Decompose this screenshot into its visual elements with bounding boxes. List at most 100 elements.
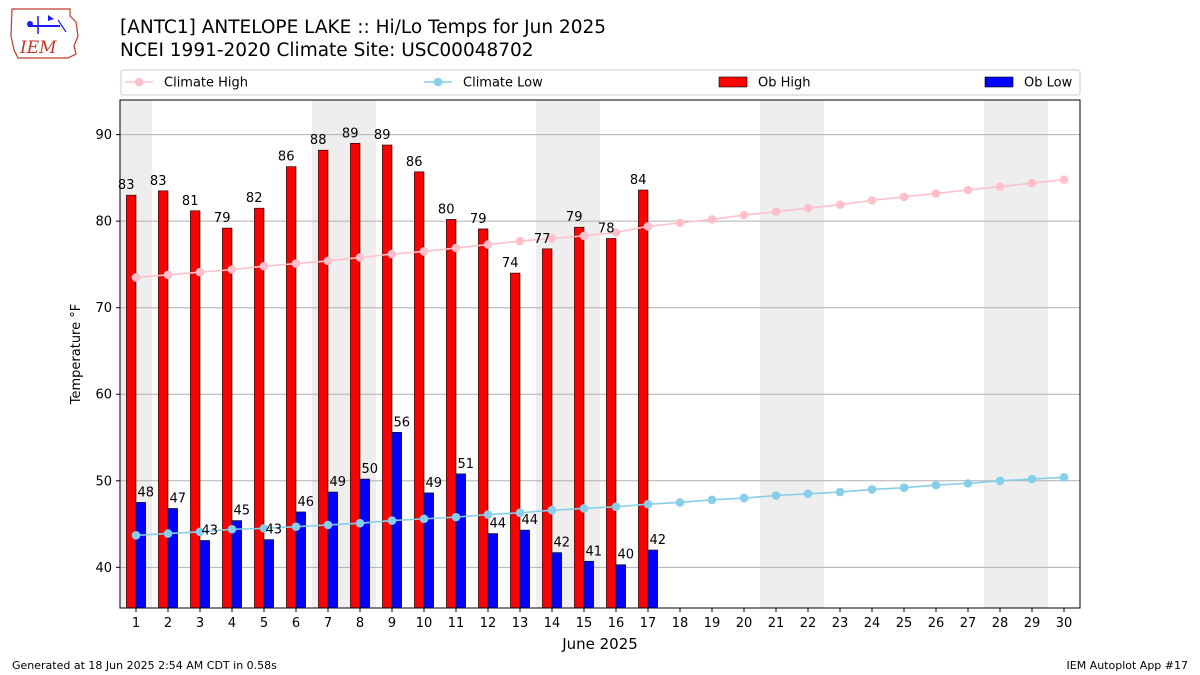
climate-low-point-25 (899, 483, 909, 493)
x-tick-label-16: 16 (608, 616, 625, 631)
x-tick-label-9: 9 (388, 616, 396, 631)
ob-low-label-7: 49 (330, 475, 347, 490)
ob-low-bar-3 (199, 540, 210, 609)
ob-high-label-14: 77 (534, 232, 551, 247)
climate-high-point-16 (611, 228, 621, 237)
climate-high-point-27 (963, 185, 973, 195)
ob-high-label-6: 86 (278, 150, 295, 165)
ob-high-bar-10 (414, 171, 425, 609)
ob-high-bar-11 (446, 219, 457, 609)
ob-high-bar-13 (510, 272, 521, 609)
ob-low-label-1: 48 (138, 485, 155, 500)
ob-low-label-5: 43 (266, 523, 283, 538)
legend-ob-low-swatch (984, 76, 1014, 88)
x-tick-label-30: 30 (1056, 616, 1073, 631)
x-tick-label-17: 17 (640, 616, 657, 631)
ob-low-bar-7 (327, 491, 338, 609)
ob-low-bar-10 (423, 492, 434, 609)
ob-low-bar-14 (551, 552, 562, 609)
climate-high-point-21 (771, 207, 781, 216)
climate-low-point-23 (835, 487, 845, 497)
climate-high-point-5 (259, 261, 269, 271)
x-tick-label-19: 19 (704, 616, 721, 631)
climate-low-point-20 (739, 493, 749, 503)
climate-low-point-16 (611, 502, 621, 512)
ob-high-label-2: 83 (150, 174, 167, 189)
ob-high-bar-9 (382, 144, 393, 609)
ob-high-bar-2 (158, 190, 169, 609)
ob-high-bar-15 (574, 226, 585, 609)
ob-low-bar-13 (519, 529, 530, 609)
observed-bars (126, 142, 658, 609)
climate-low-point-24 (867, 485, 877, 494)
ob-low-label-12: 44 (490, 517, 507, 532)
ob-low-bar-8 (359, 478, 370, 609)
chart-title: [ANTC1] ANTELOPE LAKE :: Hi/Lo Temps for… (120, 17, 607, 38)
legend-climate-low-label: Climate Low (463, 76, 543, 91)
climate-low-point-9 (387, 516, 397, 525)
ob-high-label-12: 79 (470, 212, 487, 227)
weekend-band-3 (760, 100, 824, 608)
ob-high-bar-17 (638, 189, 649, 609)
y-tick-label-80: 80 (95, 215, 112, 230)
ob-high-label-7: 88 (310, 133, 327, 148)
x-tick-label-20: 20 (736, 616, 753, 631)
climate-low-point-6 (291, 522, 301, 531)
ob-high-bar-7 (318, 149, 329, 609)
ob-low-bar-16 (615, 564, 626, 609)
x-tick-label-7: 7 (324, 616, 332, 631)
ob-high-bar-1 (126, 194, 137, 609)
climate-high-point-2 (163, 270, 173, 280)
weekend-band-4 (984, 100, 1048, 608)
climate-high-point-1 (131, 273, 141, 282)
ob-high-label-11: 80 (438, 202, 455, 217)
generated-timestamp: Generated at 18 Jun 2025 2:54 AM CDT in … (12, 659, 277, 672)
x-tick-label-24: 24 (864, 616, 881, 631)
x-tick-label-3: 3 (196, 616, 204, 631)
legend-climate-low-marker (433, 77, 443, 87)
climate-low-point-18 (675, 498, 685, 507)
logo-text: IEM (19, 38, 57, 58)
chart-subtitle: NCEI 1991-2020 Climate Site: USC00048702 (120, 40, 534, 61)
ob-low-label-11: 51 (458, 457, 475, 472)
climate-low-point-29 (1027, 474, 1037, 484)
ob-high-label-17: 84 (630, 173, 647, 188)
ob-high-bar-16 (606, 238, 617, 609)
ob-low-bar-4 (231, 520, 242, 609)
x-tick-label-2: 2 (164, 616, 172, 631)
ob-high-label-9: 89 (374, 128, 391, 143)
climate-high-point-13 (515, 236, 525, 246)
iem-logo: IEM (10, 8, 79, 59)
ob-high-label-10: 86 (406, 155, 423, 170)
climate-high-point-15 (579, 231, 589, 241)
y-axis: 40 50 60 70 80 90 (95, 128, 120, 576)
x-tick-label-26: 26 (928, 616, 945, 631)
climate-low-point-14 (547, 505, 557, 515)
ob-high-bar-6 (286, 166, 297, 609)
climate-high-point-4 (227, 265, 237, 274)
climate-high-point-28 (995, 182, 1005, 191)
x-tick-label-13: 13 (512, 616, 529, 631)
x-tick-label-6: 6 (292, 616, 300, 631)
climate-high-point-23 (835, 200, 845, 210)
climate-low-point-26 (931, 480, 941, 490)
climate-high-point-20 (739, 210, 749, 220)
ob-high-label-16: 78 (598, 221, 615, 236)
ob-low-label-13: 44 (522, 513, 539, 528)
x-tick-label-14: 14 (544, 616, 561, 631)
x-tick-label-21: 21 (768, 616, 785, 631)
x-tick-label-4: 4 (228, 616, 236, 631)
ob-low-label-14: 42 (554, 536, 571, 551)
climate-high-point-17 (643, 222, 653, 231)
climate-high-point-3 (195, 267, 205, 277)
climate-high-point-11 (451, 243, 461, 253)
legend-ob-high-swatch (718, 76, 748, 88)
ob-low-label-3: 43 (202, 523, 219, 538)
climate-high-point-7 (323, 256, 333, 266)
climate-high-point-6 (291, 259, 301, 268)
climate-low-point-11 (451, 512, 461, 522)
legend-climate-high-label: Climate High (164, 76, 248, 91)
climate-lines (131, 175, 1069, 540)
climate-low-point-27 (963, 479, 973, 488)
